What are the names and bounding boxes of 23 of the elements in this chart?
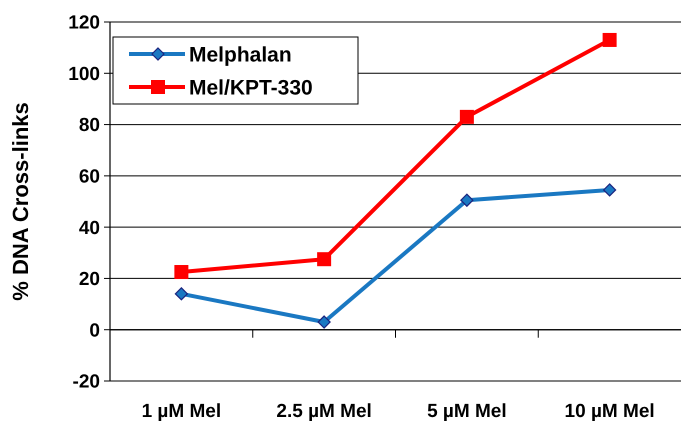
point <box>460 194 474 207</box>
point <box>318 315 331 329</box>
x-tick-label: 5 µM Mel <box>427 401 507 422</box>
y-tick-label: 40 <box>78 218 100 239</box>
y-tick-label: 60 <box>78 166 100 188</box>
point <box>317 252 332 266</box>
point <box>174 287 188 300</box>
point <box>460 110 474 124</box>
legend-label: Mel/KPT-330 <box>189 76 313 100</box>
x-tick-label: 2.5 µM Mel <box>276 401 372 422</box>
y-tick-label: 80 <box>78 115 100 136</box>
x-tick-label: 10 µM Mel <box>564 401 655 422</box>
y-axis-title: % DNA Cross-links <box>8 102 33 301</box>
y-tick-label: 100 <box>68 64 100 85</box>
point <box>174 265 188 280</box>
legend-label: Melphalan <box>189 43 292 66</box>
y-tick-label: 20 <box>78 269 100 290</box>
y-tick-label: -20 <box>72 372 100 393</box>
point <box>603 183 616 197</box>
point <box>602 32 617 47</box>
y-tick-label: 0 <box>89 320 100 342</box>
x-tick-label: 1 µM Mel <box>142 401 222 422</box>
y-tick-label: 120 <box>68 12 100 34</box>
